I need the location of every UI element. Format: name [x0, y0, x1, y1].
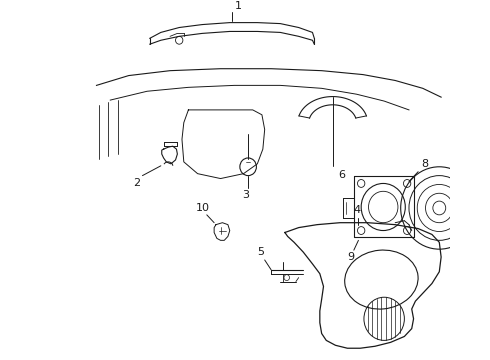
Text: 10: 10	[196, 203, 210, 213]
Text: 2: 2	[133, 177, 140, 188]
Text: 6: 6	[338, 170, 345, 180]
Text: 8: 8	[421, 159, 428, 169]
Text: 1: 1	[235, 1, 242, 11]
Text: 9: 9	[347, 252, 355, 262]
Text: 3: 3	[243, 190, 249, 200]
Text: 4: 4	[354, 205, 361, 215]
Text: 5: 5	[257, 247, 264, 257]
Text: 7: 7	[489, 186, 490, 196]
